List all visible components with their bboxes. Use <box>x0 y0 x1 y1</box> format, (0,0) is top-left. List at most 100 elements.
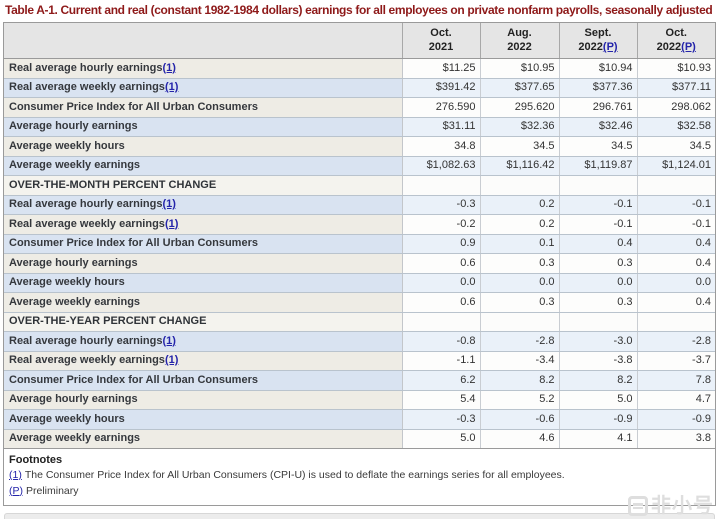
value-cell: 0.4 <box>559 234 638 254</box>
value-cell: 5.0 <box>402 429 481 448</box>
value-cell: 5.0 <box>559 390 638 410</box>
footnotes-list: (1) The Consumer Price Index for All Urba… <box>9 468 709 499</box>
row-footnote-link[interactable]: (1) <box>162 334 176 347</box>
table-row: Average weekly hours 0.0 0.0 0.0 0.0 <box>4 273 715 293</box>
value-cell: 0.3 <box>559 292 638 313</box>
footnote-mark-link[interactable]: (1) <box>9 469 22 481</box>
row-label-cell: Consumer Price Index for All Urban Consu… <box>4 97 403 118</box>
column-header-month: Oct. <box>665 27 687 40</box>
table-row: Average weekly earnings 5.0 4.6 4.1 3.8 <box>4 429 715 448</box>
value-cell: 276.590 <box>402 97 481 118</box>
row-label: Average weekly hours <box>9 412 125 425</box>
value-cell: -0.6 <box>480 409 560 430</box>
value-cell: 0.0 <box>637 273 715 293</box>
value-cell: $10.93 <box>637 58 715 79</box>
value-cell: 298.062 <box>637 97 715 118</box>
preliminary-footnote-link[interactable]: (P) <box>602 41 618 54</box>
preliminary-footnote-link[interactable]: (P) <box>681 41 696 54</box>
value-cell: 0.6 <box>402 253 481 274</box>
value-cell: -0.1 <box>559 214 638 235</box>
section-header-label: OVER-THE-MONTH PERCENT CHANGE <box>4 175 403 196</box>
row-footnote-link[interactable]: (1) <box>164 81 179 93</box>
value-cell: 295.620 <box>480 97 560 118</box>
value-cell: -0.9 <box>559 409 638 430</box>
value-cell: -0.1 <box>559 195 638 215</box>
table-row: Real average weekly earnings(1) -1.1 -3.4-… <box>4 351 715 371</box>
row-label: Average weekly earnings <box>9 295 141 308</box>
footnote-mark-link[interactable]: (P) <box>9 484 23 497</box>
value-cell: -0.8 <box>402 331 481 352</box>
value-cell: 0.4 <box>637 234 715 254</box>
value-cell: -3.7 <box>637 351 715 371</box>
column-header: Oct. 2021 <box>402 22 481 59</box>
row-footnote-link[interactable]: (1) <box>164 354 179 366</box>
table-row: Consumer Price Index for All Urban Consu… <box>4 97 715 118</box>
value-cell: 34.5 <box>637 136 715 157</box>
section-header-empty-cell <box>480 312 560 332</box>
table-body: Real average hourly earnings(1) $11.25 $10… <box>4 58 715 448</box>
row-label-cell: Consumer Price Index for All Urban Consu… <box>4 234 403 254</box>
value-cell: 5.4 <box>402 390 481 410</box>
footnotes-heading: Footnotes <box>9 454 63 466</box>
column-header-year-text: 2022 <box>578 41 603 54</box>
footnotes-section: Footnotes (1) The Consumer Price Index fo… <box>4 448 715 505</box>
table-row: Real average weekly earnings(1) -0.2 0.2 -0… <box>4 214 715 235</box>
column-header-month: Aug. <box>507 27 532 40</box>
value-cell: 5.2 <box>480 390 560 410</box>
column-header-year: 2022(P) <box>642 40 712 54</box>
value-cell: -2.8 <box>637 331 715 352</box>
row-label-cell: Average weekly hours <box>4 273 403 293</box>
section-header-empty-cell <box>637 312 715 332</box>
table-row: Average weekly earnings 0.6 0.3 0.3 0.4 <box>4 292 715 313</box>
section-header-row: OVER-THE-MONTH PERCENT CHANGE <box>4 175 715 196</box>
row-label-cell: Average weekly earnings <box>4 292 403 313</box>
row-label-cell: Average weekly earnings <box>4 429 403 448</box>
value-cell: 8.2 <box>480 370 560 391</box>
value-cell: $10.95 <box>480 58 560 79</box>
column-header: Sept. 2022(P) <box>559 22 638 59</box>
value-cell: 0.4 <box>637 253 715 274</box>
row-footnote-link[interactable]: (1) <box>162 198 176 210</box>
value-cell: 0.1 <box>480 234 560 254</box>
value-cell: -3.0 <box>559 331 638 352</box>
table-row: Average weekly earnings $1,082.63 $1,116.4… <box>4 156 715 176</box>
value-cell: 7.8 <box>637 370 715 391</box>
row-label-cell: Real average hourly earnings(1) <box>4 331 403 352</box>
value-cell: 0.3 <box>480 253 560 274</box>
column-header-year-text: 2022 <box>507 41 532 54</box>
row-label: Consumer Price Index for All Urban Consu… <box>9 373 258 386</box>
value-cell: $10.94 <box>559 58 638 79</box>
section-header-empty-cell <box>402 175 481 196</box>
column-header-year: 2022(P) <box>564 40 633 54</box>
row-label: Average weekly hours <box>9 276 125 288</box>
value-cell: -1.1 <box>402 351 481 371</box>
section-header-row: OVER-THE-YEAR PERCENT CHANGE <box>4 312 715 332</box>
next-table-edge <box>4 513 715 519</box>
value-cell: $32.36 <box>480 117 560 137</box>
row-label: Consumer Price Index for All Urban Consu… <box>9 100 258 113</box>
column-header-month: Sept. <box>584 27 612 40</box>
row-label: Real average weekly earnings <box>9 217 165 230</box>
row-label: Real average hourly earnings <box>9 334 163 347</box>
row-label-cell: Real average weekly earnings(1) <box>4 214 403 235</box>
value-cell: 0.0 <box>402 273 481 293</box>
row-footnote-link[interactable]: (1) <box>164 217 179 230</box>
value-cell: $11.25 <box>402 58 481 79</box>
value-cell: $1,082.63 <box>402 156 481 176</box>
row-label: Average hourly earnings <box>9 120 138 132</box>
table-row: Average hourly earnings 0.6 0.3 0.3 0.4 <box>4 253 715 274</box>
earnings-table: Oct. 2021 Aug. 2022 Sept. 2022(P) Oct. 2022(P) … <box>4 22 715 448</box>
value-cell: 0.3 <box>480 292 560 313</box>
row-label: Average weekly earnings <box>9 432 141 444</box>
column-header-year: 2022 <box>485 40 555 54</box>
value-cell: $377.65 <box>480 78 560 98</box>
table-row: Average hourly earnings 5.4 5.2 5.0 4.7 <box>4 390 715 410</box>
row-label-cell: Average weekly hours <box>4 136 403 157</box>
column-header-row: Oct. 2021 Aug. 2022 Sept. 2022(P) Oct. 2022(P) <box>4 22 715 59</box>
footnote-item: (1) The Consumer Price Index for All Urba… <box>9 468 709 484</box>
row-label-cell: Real average weekly earnings(1) <box>4 351 403 371</box>
row-footnote-link[interactable]: (1) <box>162 61 176 74</box>
section-header-empty-cell <box>559 175 638 196</box>
table-row: Consumer Price Index for All Urban Consu… <box>4 234 715 254</box>
value-cell: 0.0 <box>559 273 638 293</box>
